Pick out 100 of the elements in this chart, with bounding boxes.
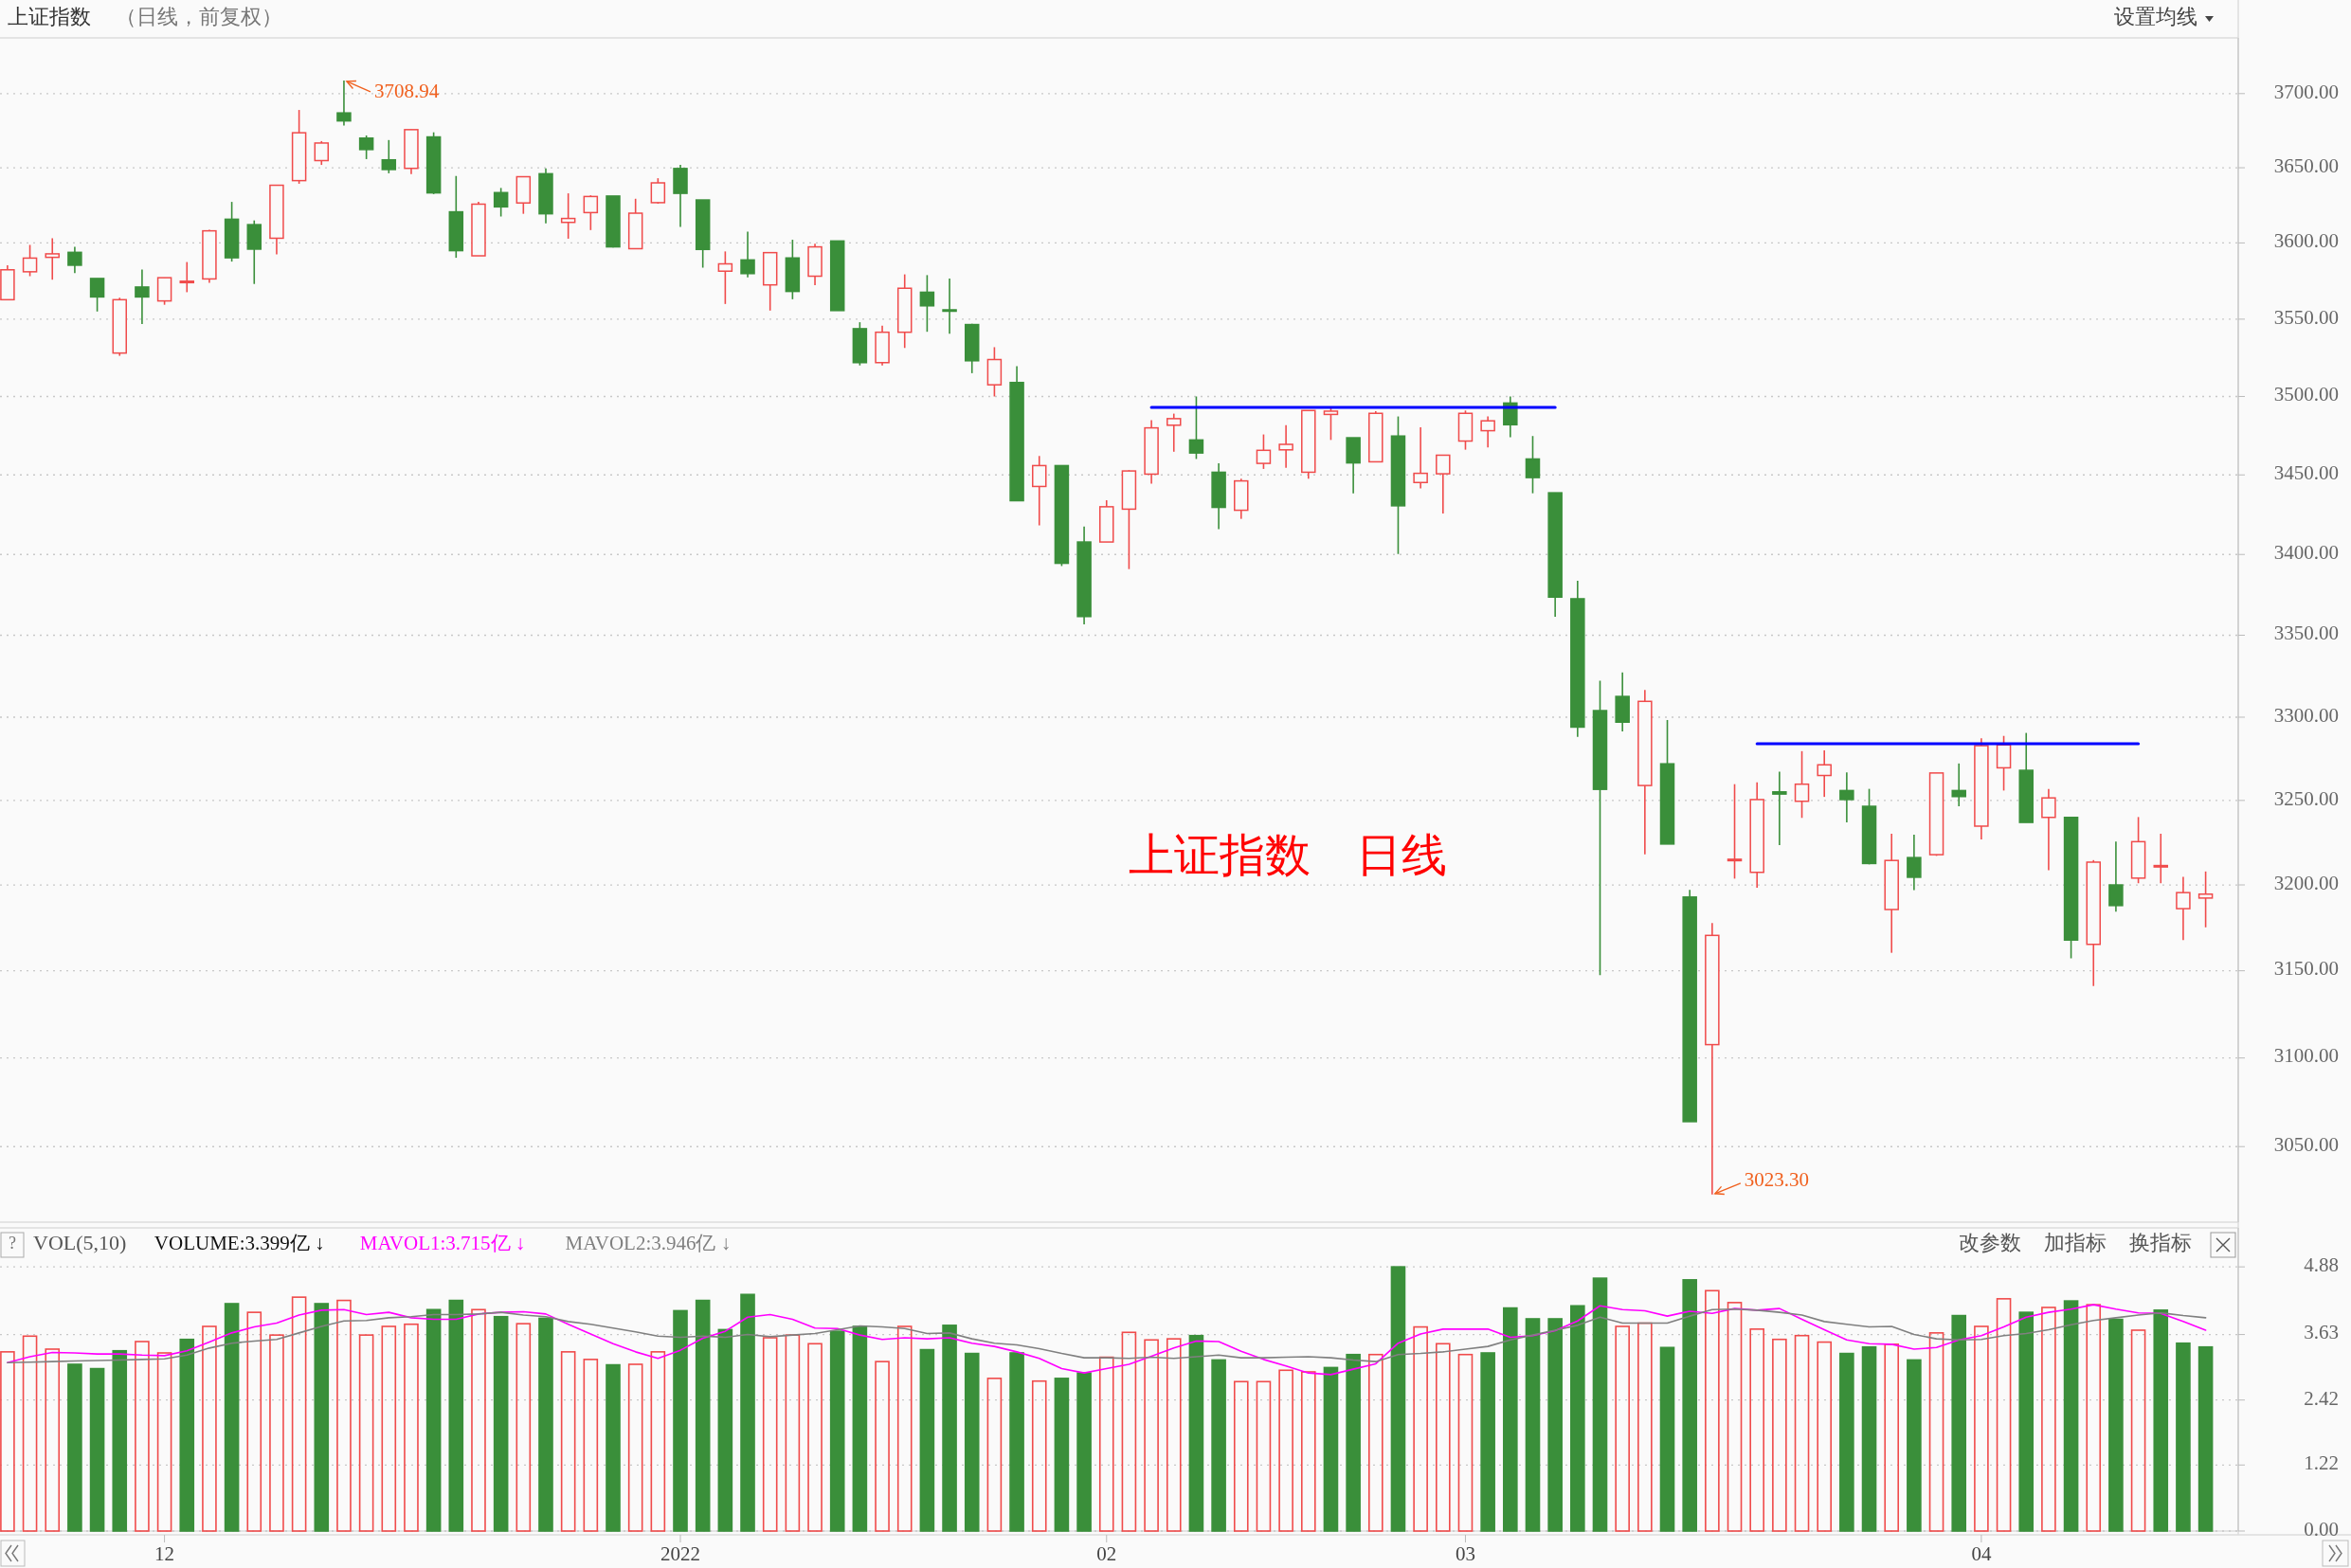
- bar: [1233, 1380, 1249, 1532]
- y-tick-label: 4.88: [2304, 1253, 2339, 1276]
- bar: [1907, 1359, 1922, 1532]
- candlestick: [1525, 435, 1541, 495]
- bar: [583, 1359, 599, 1532]
- bar: [1300, 1371, 1316, 1532]
- bar: [2018, 1311, 2035, 1532]
- bar: [1144, 1339, 1159, 1532]
- y-tick-label: 1.22: [2304, 1451, 2339, 1475]
- bar: [246, 1311, 262, 1532]
- candlestick: [1480, 415, 1495, 449]
- y-tick-label: 3050.00: [2273, 1133, 2339, 1157]
- annotation: ?: [9, 1234, 16, 1253]
- bar: [2086, 1304, 2102, 1532]
- bar: [1525, 1318, 1541, 1532]
- bar: [785, 1334, 801, 1532]
- y-tick-label: 3300.00: [2273, 703, 2339, 727]
- y-tick-label: 3400.00: [2273, 541, 2339, 565]
- candlestick: [22, 243, 38, 278]
- bar: [1996, 1298, 2012, 1532]
- bar: [493, 1315, 509, 1532]
- bar: [560, 1351, 576, 1532]
- bar: [2108, 1318, 2124, 1532]
- x-tick-label: 04: [1971, 1541, 1992, 1565]
- bar: [448, 1299, 464, 1532]
- bar: [673, 1309, 688, 1532]
- text: 设置均线: [2114, 5, 2197, 29]
- bar: [1659, 1346, 1675, 1532]
- bar: [135, 1341, 150, 1532]
- bar: [2063, 1300, 2079, 1532]
- candlestick: [67, 245, 82, 274]
- y-tick-label: 3600.00: [2273, 229, 2339, 253]
- bar: [1121, 1331, 1137, 1532]
- chart-title: VOL(5,10): [33, 1231, 127, 1255]
- candlestick: [1323, 407, 1339, 442]
- bar: [942, 1325, 957, 1532]
- candlestick: [1188, 395, 1204, 460]
- x-tick-label: 02: [1096, 1541, 1117, 1565]
- bar: [1346, 1353, 1361, 1532]
- bar: [1682, 1279, 1697, 1532]
- candlestick: [2176, 875, 2191, 942]
- candlestick: [1951, 763, 1966, 807]
- bar: [1951, 1314, 1967, 1532]
- bar: [606, 1363, 621, 1532]
- bar: [22, 1335, 38, 1532]
- candlestick: [583, 194, 599, 231]
- bar: [1076, 1372, 1092, 1532]
- bar: [896, 1325, 913, 1532]
- y-tick-label: 3150.00: [2273, 957, 2339, 981]
- chart-subtitle: （日线，前复权）: [116, 5, 282, 29]
- candlestick: [1278, 424, 1293, 469]
- annotation: 3708.94: [373, 79, 440, 102]
- y-tick-label: 3650.00: [2273, 153, 2339, 177]
- candlestick: [135, 268, 150, 325]
- bar: [1928, 1332, 1944, 1532]
- annotation: 加指标: [2044, 1231, 2107, 1255]
- bar: [471, 1308, 486, 1532]
- candlestick: [919, 274, 935, 333]
- annotation: 3023.30: [1744, 1167, 1810, 1191]
- y-tick-label: 3100.00: [2273, 1044, 2339, 1068]
- candlestick: [314, 140, 330, 166]
- y-tick-label: 3450.00: [2273, 461, 2339, 485]
- bar: [1098, 1356, 1114, 1532]
- y-tick-label: 3250.00: [2273, 786, 2339, 810]
- bar: [112, 1349, 128, 1532]
- text: MAVOL2:3.946亿 ↓: [565, 1231, 732, 1254]
- bar: [1436, 1343, 1451, 1532]
- candlestick: [942, 278, 957, 335]
- annotation: 换指标: [2129, 1231, 2192, 1255]
- bar: [224, 1303, 240, 1532]
- candlestick: [650, 177, 666, 205]
- candlestick: [1166, 412, 1182, 453]
- bar: [404, 1323, 419, 1532]
- candlestick: [1413, 426, 1428, 490]
- bar: [852, 1325, 868, 1532]
- bar: [1772, 1338, 1787, 1532]
- bar: [919, 1348, 935, 1532]
- candlestick: [381, 139, 397, 174]
- bar: [1278, 1369, 1293, 1532]
- text: VOLUME:3.399亿 ↓: [154, 1231, 325, 1254]
- bar: [1974, 1325, 1989, 1532]
- bar: [1817, 1341, 1832, 1532]
- x-tick-label: 12: [154, 1541, 175, 1565]
- candlestick: [1772, 770, 1787, 846]
- bar: [358, 1334, 374, 1532]
- candlestick: [1727, 783, 1743, 880]
- chart-title: 上证指数: [8, 5, 91, 29]
- bar: [695, 1299, 711, 1532]
- bar: [1166, 1338, 1182, 1532]
- bar: [762, 1337, 778, 1532]
- bar: [269, 1334, 284, 1532]
- candlestick: [2108, 840, 2124, 912]
- bar: [1256, 1380, 1272, 1532]
- candlestick: [358, 135, 374, 160]
- bar: [156, 1352, 172, 1532]
- y-tick-label: 2.42: [2304, 1386, 2339, 1410]
- candlestick: [1256, 433, 1272, 470]
- bar: [89, 1367, 105, 1532]
- bar: [1727, 1302, 1743, 1532]
- bar: [1390, 1266, 1406, 1532]
